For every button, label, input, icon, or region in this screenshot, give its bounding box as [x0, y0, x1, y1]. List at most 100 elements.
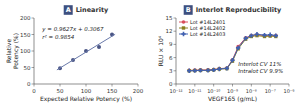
legend-marker	[181, 32, 185, 36]
panel-badge	[184, 5, 193, 15]
x-tick-label: 10⁻⁹	[227, 88, 238, 94]
marker	[206, 69, 209, 72]
y-tick	[174, 70, 177, 71]
annotation: Interlot CV 11%	[238, 61, 281, 67]
x-tick-label: 10⁻¹⁰	[207, 88, 220, 94]
marker	[263, 34, 267, 38]
marker	[211, 68, 215, 72]
x-tick	[270, 84, 271, 87]
title: Interlot Reproducibility	[196, 6, 282, 14]
x-tick	[34, 84, 35, 87]
marker	[193, 68, 197, 72]
marker	[236, 46, 240, 50]
legend-marker	[182, 20, 186, 24]
y-tick	[32, 51, 35, 52]
marker	[230, 58, 234, 62]
y-tick-label: 200	[20, 15, 31, 21]
panel: 10⁻¹²10⁻¹¹10⁻¹⁰10⁻⁹10⁻⁸10⁻⁷10⁻⁶03691215V…	[157, 5, 295, 103]
series	[187, 34, 277, 73]
x-axis-label: Expected Relative Potency (%)	[40, 95, 132, 103]
y-tick-label: 0	[27, 81, 31, 87]
marker	[255, 32, 259, 36]
marker	[268, 33, 272, 37]
y-tick	[174, 18, 177, 19]
marker	[217, 67, 221, 71]
y-tick-label: 50	[24, 65, 31, 71]
panel-label: A	[66, 6, 71, 14]
x-tick	[213, 84, 214, 87]
x-tick-label: 150	[107, 88, 118, 94]
y-tick-label: 100	[20, 48, 31, 54]
x-tick-label: 200	[133, 88, 144, 94]
y-axis-label-line: Potency (%)	[11, 33, 19, 69]
scatter-point	[97, 45, 101, 49]
title: Linearity	[76, 6, 109, 14]
x-tick-label: 100	[81, 88, 92, 94]
x-tick	[194, 84, 195, 87]
marker	[218, 67, 222, 71]
y-tick-label: 0	[169, 81, 173, 87]
y-tick	[32, 34, 35, 35]
legend: Lot #14L2401Lot #14L2402Lot #14L2403	[179, 19, 225, 37]
x-tick-label: 10⁻⁶	[283, 88, 294, 94]
y-tick	[174, 84, 177, 85]
y-tick	[174, 57, 177, 58]
x-tick	[176, 84, 177, 87]
marker	[250, 34, 254, 38]
marker	[274, 33, 278, 37]
series	[187, 32, 278, 73]
y-tick	[174, 44, 177, 45]
marker	[187, 69, 191, 73]
marker	[199, 68, 203, 72]
title-group: B Interlot Reproducibility	[184, 5, 282, 15]
x-tick	[86, 84, 87, 87]
annotation: Intralot CV 9.9%	[238, 68, 283, 74]
x-tick	[60, 84, 61, 87]
marker	[206, 68, 210, 72]
x-tick-label: 10⁻¹²	[169, 88, 182, 94]
marker	[218, 67, 221, 70]
marker	[206, 68, 210, 72]
x-tick	[112, 84, 113, 87]
y-axis-label: RelativePotency (%)	[4, 33, 19, 69]
marker	[243, 36, 247, 40]
x-tick-label: 10⁻¹¹	[188, 88, 201, 94]
marker	[274, 34, 278, 38]
x-tick	[251, 84, 252, 87]
x-tick-label: 0	[32, 88, 36, 94]
title-group: A Linearity	[64, 5, 109, 15]
marker	[212, 68, 215, 71]
annotation: y = 0.9627x + 0.3067	[41, 26, 104, 33]
y-tick	[32, 67, 35, 68]
marker	[199, 69, 202, 72]
y-tick-label: 3	[169, 68, 173, 74]
marker	[187, 69, 190, 72]
panel-label: B	[186, 6, 191, 14]
x-tick-label: 10⁻⁸	[246, 88, 257, 94]
legend-label: Lot #14L2403	[190, 31, 225, 37]
y-axis-label-line: Relative	[4, 39, 11, 64]
marker	[249, 33, 253, 37]
y-tick-label: 6	[169, 55, 173, 61]
x-tick	[289, 84, 290, 87]
marker	[262, 33, 266, 37]
y-axis-label-line: RLU × 10⁴	[157, 35, 164, 66]
y-tick-label: 12	[166, 28, 173, 34]
figure: 050100150200050100150200Expected Relativ…	[0, 0, 300, 112]
marker	[255, 33, 259, 37]
legend-marker	[182, 26, 185, 29]
y-axis-line	[176, 18, 177, 84]
marker	[193, 68, 197, 72]
y-tick	[32, 84, 35, 85]
y-axis-label: RLU × 10⁴	[157, 35, 164, 66]
x-tick-label: 50	[57, 88, 64, 94]
plot-area	[187, 32, 278, 73]
marker	[187, 69, 191, 73]
y-tick	[174, 31, 177, 32]
y-tick-label: 15	[166, 15, 173, 21]
annotation: r² = 0.9854	[42, 34, 74, 40]
x-tick	[232, 84, 233, 87]
marker	[225, 66, 229, 70]
marker	[198, 68, 202, 72]
x-axis-label: VEGF165 (g/mL)	[208, 95, 257, 103]
